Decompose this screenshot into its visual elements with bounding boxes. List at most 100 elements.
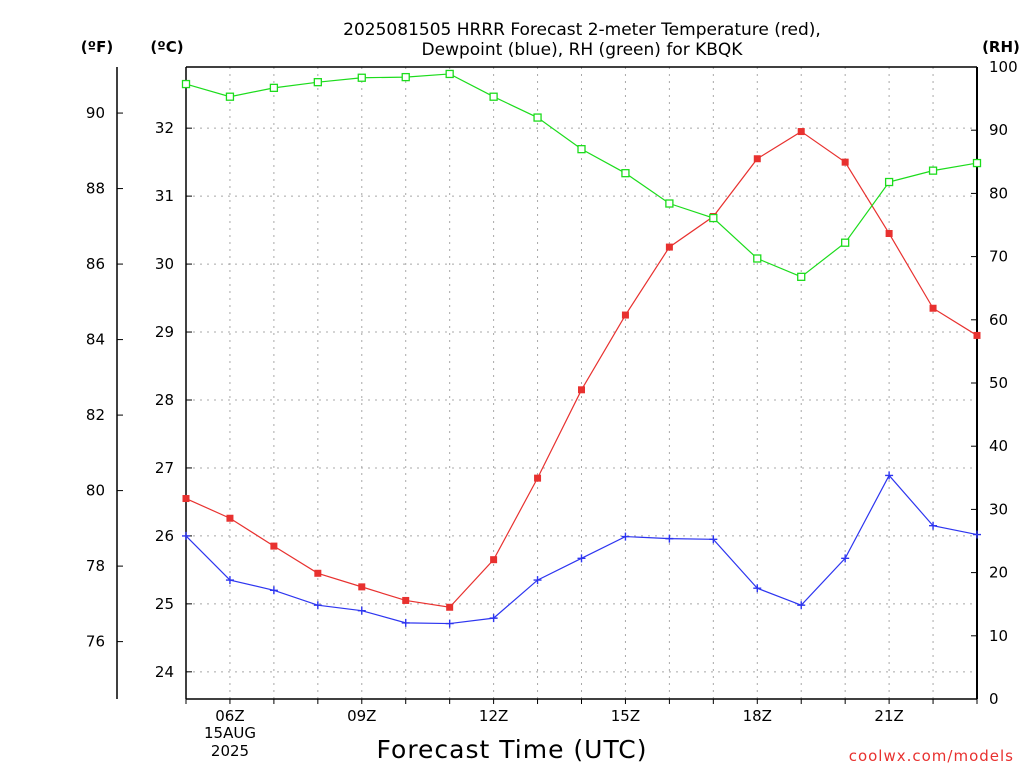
temperature-point — [182, 495, 190, 503]
celsius-unit-label: (ºC) — [150, 38, 183, 56]
rh-point — [445, 69, 454, 79]
chart-title-line-1: 2025081505 HRRR Forecast 2-meter Tempera… — [343, 20, 821, 40]
rh-point — [225, 92, 235, 101]
grid-lines — [186, 67, 977, 699]
temperature-point — [446, 603, 454, 611]
fahrenheit-tick-label: 80 — [86, 482, 105, 500]
temperature-point — [973, 331, 981, 339]
dewpoint-point — [885, 471, 894, 480]
celsius-tick-label: 25 — [155, 595, 174, 613]
data-series — [181, 69, 982, 628]
temperature-point — [621, 311, 629, 319]
fahrenheit-tick-label: 86 — [86, 255, 105, 273]
rh-point — [357, 73, 366, 82]
dewpoint-point — [709, 535, 718, 544]
temperature-point — [534, 474, 542, 482]
date-label-year: 2025 — [211, 742, 249, 760]
time-tick-label: 18Z — [743, 707, 772, 725]
rh-point — [313, 78, 322, 87]
dewpoint-point — [489, 614, 498, 623]
rh-point — [972, 158, 982, 168]
rh-point — [269, 83, 279, 93]
rh-series — [181, 69, 982, 281]
temperature-point — [402, 596, 410, 604]
dewpoint-point — [269, 586, 278, 595]
rh-point — [533, 113, 542, 122]
dewpoint-point — [665, 534, 674, 543]
x-axis-label: Forecast Time (UTC) — [377, 735, 648, 764]
rh-point — [709, 213, 718, 223]
dewpoint-point — [401, 618, 410, 627]
dewpoint-point — [577, 554, 586, 563]
celsius-tick-label: 29 — [155, 323, 174, 341]
temperature-point — [797, 128, 805, 136]
celsius-tick-label: 31 — [155, 187, 174, 205]
dewpoint-point — [313, 601, 322, 610]
time-tick-label: 15Z — [611, 707, 640, 725]
dewpoint-point — [225, 576, 234, 585]
dewpoint-series — [182, 471, 981, 628]
rh-point — [928, 166, 938, 175]
rh-point — [621, 169, 630, 178]
temperature-point — [578, 386, 585, 394]
rh-point — [841, 238, 850, 247]
time-tick-label: 06Z — [215, 707, 244, 725]
rh-point — [401, 72, 410, 82]
dewpoint-point — [973, 530, 981, 539]
dewpoint-point — [533, 576, 542, 585]
fahrenheit-tick-label: 90 — [86, 104, 105, 122]
temperature-point — [753, 155, 761, 163]
fahrenheit-tick-label: 84 — [86, 331, 105, 349]
dewpoint-point — [357, 606, 366, 615]
rh-tick-label: 60 — [989, 311, 1008, 329]
rh-tick-label: 80 — [989, 184, 1008, 202]
celsius-tick-label: 27 — [155, 459, 174, 477]
rh-point — [753, 254, 762, 263]
temperature-point — [270, 542, 278, 550]
chart-title-line-2: Dewpoint (blue), RH (green) for KBQK — [422, 40, 744, 60]
celsius-tick-label: 30 — [155, 255, 174, 273]
rh-tick-label: 0 — [989, 690, 999, 708]
temperature-point — [314, 569, 322, 577]
fahrenheit-tick-label: 88 — [86, 180, 105, 198]
temperature-point — [226, 514, 234, 522]
dewpoint-point — [753, 584, 762, 593]
dewpoint-point — [621, 532, 630, 541]
dewpoint-point — [841, 554, 850, 563]
date-label-day: 15AUG — [204, 724, 256, 742]
rh-line — [185, 73, 978, 278]
rh-tick-label: 50 — [989, 374, 1008, 392]
rh-tick-label: 10 — [989, 627, 1008, 645]
rh-tick-label: 20 — [989, 564, 1008, 582]
time-tick-label: 21Z — [874, 707, 903, 725]
dewpoint-point — [929, 521, 938, 530]
fahrenheit-unit-label: (ºF) — [81, 38, 113, 56]
temperature-point — [841, 158, 849, 166]
celsius-tick-label: 28 — [155, 391, 174, 409]
temperature-point — [885, 229, 893, 237]
rh-point — [665, 199, 674, 208]
time-tick-label: 12Z — [479, 707, 508, 725]
axes — [116, 66, 978, 704]
rh-unit-label: (RH) — [982, 38, 1020, 56]
celsius-tick-label: 32 — [155, 119, 174, 137]
fahrenheit-tick-label: 76 — [86, 633, 105, 651]
rh-point — [797, 272, 806, 281]
rh-point — [489, 92, 498, 101]
dewpoint-point — [797, 601, 806, 610]
fahrenheit-tick-label: 78 — [86, 557, 105, 575]
dewpoint-point — [182, 531, 190, 540]
temperature-point — [490, 556, 498, 564]
credit-text: coolwx.com/models — [849, 747, 1014, 765]
rh-point — [577, 145, 586, 154]
rh-tick-label: 40 — [989, 437, 1008, 455]
celsius-tick-label: 24 — [155, 663, 174, 681]
fahrenheit-tick-label: 82 — [86, 406, 105, 424]
time-tick-label: 09Z — [347, 707, 376, 725]
rh-tick-label: 70 — [989, 248, 1008, 266]
rh-tick-label: 30 — [989, 500, 1008, 518]
rh-point — [181, 79, 191, 89]
temperature-point — [665, 243, 673, 251]
rh-point — [884, 177, 894, 187]
